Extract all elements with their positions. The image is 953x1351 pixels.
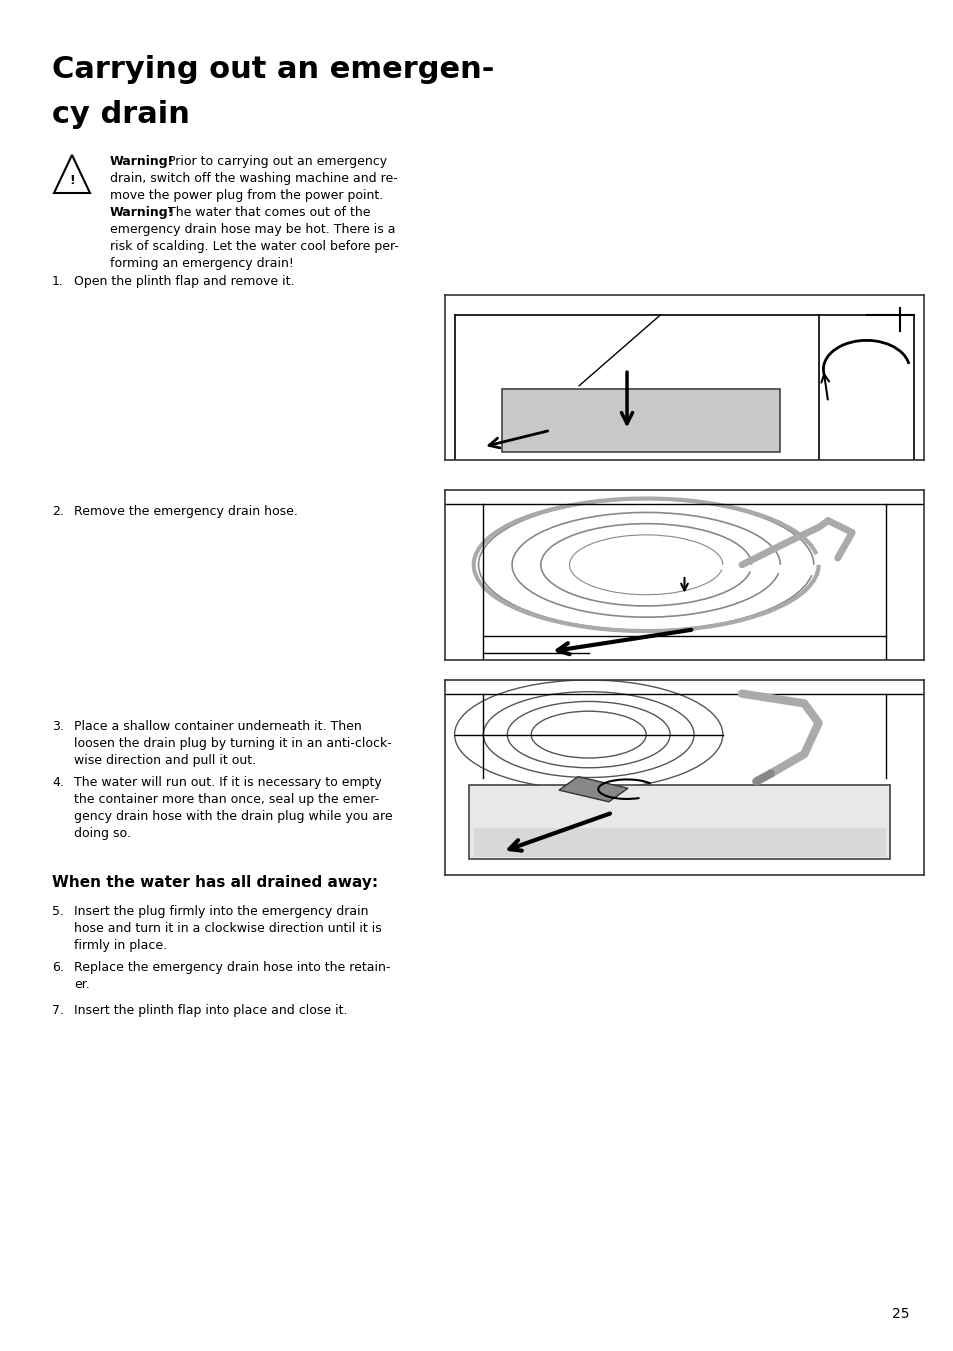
Text: 25: 25 [892,1306,909,1321]
Text: hose and turn it in a clockwise direction until it is: hose and turn it in a clockwise directio… [74,921,381,935]
Text: Replace the emergency drain hose into the retain-: Replace the emergency drain hose into th… [74,961,390,974]
Bar [474,828,884,858]
Text: gency drain hose with the drain plug while you are: gency drain hose with the drain plug whi… [74,811,393,823]
Text: Remove the emergency drain hose.: Remove the emergency drain hose. [74,505,297,517]
Text: Insert the plinth flap into place and close it.: Insert the plinth flap into place and cl… [74,1004,347,1016]
Text: Place a shallow container underneath it. Then: Place a shallow container underneath it.… [74,720,361,734]
Text: !: ! [69,174,74,188]
Text: Warning!: Warning! [110,155,174,168]
Text: The water will run out. If it is necessary to empty: The water will run out. If it is necessa… [74,775,381,789]
Text: er.: er. [74,978,90,992]
Text: wise direction and pull it out.: wise direction and pull it out. [74,754,255,767]
Text: 2.: 2. [52,505,64,517]
Text: the container more than once, seal up the emer-: the container more than once, seal up th… [74,793,378,807]
Text: 6.: 6. [52,961,64,974]
Bar [469,785,889,859]
Text: doing so.: doing so. [74,827,131,840]
Text: Warning!: Warning! [110,205,174,219]
Text: 5.: 5. [52,905,64,917]
Text: The water that comes out of the: The water that comes out of the [164,205,370,219]
Text: emergency drain hose may be hot. There is a: emergency drain hose may be hot. There i… [110,223,395,236]
Text: Insert the plug firmly into the emergency drain: Insert the plug firmly into the emergenc… [74,905,368,917]
Text: 1.: 1. [52,276,64,288]
Text: 7.: 7. [52,1004,64,1016]
Text: firmly in place.: firmly in place. [74,939,167,952]
Text: risk of scalding. Let the water cool before per-: risk of scalding. Let the water cool bef… [110,240,398,253]
Text: 4.: 4. [52,775,64,789]
Text: forming an emergency drain!: forming an emergency drain! [110,257,294,270]
Text: Prior to carrying out an emergency: Prior to carrying out an emergency [164,155,387,168]
Bar [502,389,780,451]
Text: Open the plinth flap and remove it.: Open the plinth flap and remove it. [74,276,294,288]
Bar [558,777,627,801]
Text: cy drain: cy drain [52,100,190,128]
Text: move the power plug from the power point.: move the power plug from the power point… [110,189,383,203]
Text: loosen the drain plug by turning it in an anti-clock-: loosen the drain plug by turning it in a… [74,738,392,750]
Text: Carrying out an emergen-: Carrying out an emergen- [52,55,494,84]
Text: When the water has all drained away:: When the water has all drained away: [52,875,377,890]
Text: 3.: 3. [52,720,64,734]
Text: drain, switch off the washing machine and re-: drain, switch off the washing machine an… [110,172,397,185]
